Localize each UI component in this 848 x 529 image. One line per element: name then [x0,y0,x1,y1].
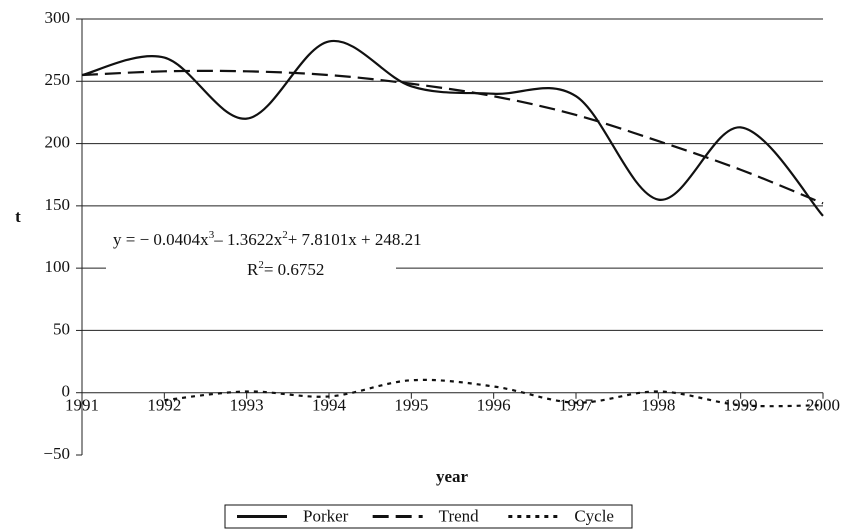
y-tick-label: 150 [45,195,71,214]
y-tick-label: 50 [53,319,70,338]
x-tick-label: 1993 [230,396,264,415]
y-tick-label: 200 [45,132,71,151]
legend-label: Trend [439,506,479,525]
y-tick-label: 300 [45,8,71,27]
legend-box [224,504,633,529]
x-tick-label: 1992 [147,396,181,415]
y-tick-label: 0 [62,382,71,401]
annotation-text: y = − 0.0404x [113,230,209,249]
annotation-text: – 1.3622x [213,230,283,249]
x-axis-label: year [436,467,469,486]
superscript: 2 [282,229,288,241]
y-tick-label: −50 [43,444,70,463]
x-tick-label: 1998 [641,396,675,415]
series-line [81,69,824,205]
superscript: 3 [209,229,215,241]
annotation-text: R [247,260,259,279]
x-tick-label: 2000 [806,396,840,415]
y-tick-label: 100 [45,257,71,276]
y-axis-label: t [15,207,21,226]
x-tick-label: 1997 [559,396,594,415]
x-tick-label: 1994 [312,396,347,415]
legend-label: Porker [303,506,349,525]
x-tick-label: 1996 [477,396,511,415]
annotation-text: + 7.8101x + 248.21 [288,230,422,249]
annotation: R2= 0.6752 [247,259,324,279]
annotation-background [106,226,396,286]
series-line [81,39,824,217]
superscript: 2 [258,259,264,271]
annotation-text: = 0.6752 [264,260,325,279]
x-tick-label: 1991 [65,396,99,415]
y-tick-label: 250 [45,70,71,89]
x-tick-label: 1999 [724,396,758,415]
x-tick-label: 1995 [394,396,428,415]
legend-label: Cycle [574,506,614,525]
annotation: y = − 0.0404x3– 1.3622x2+ 7.8101x + 248.… [113,229,422,249]
